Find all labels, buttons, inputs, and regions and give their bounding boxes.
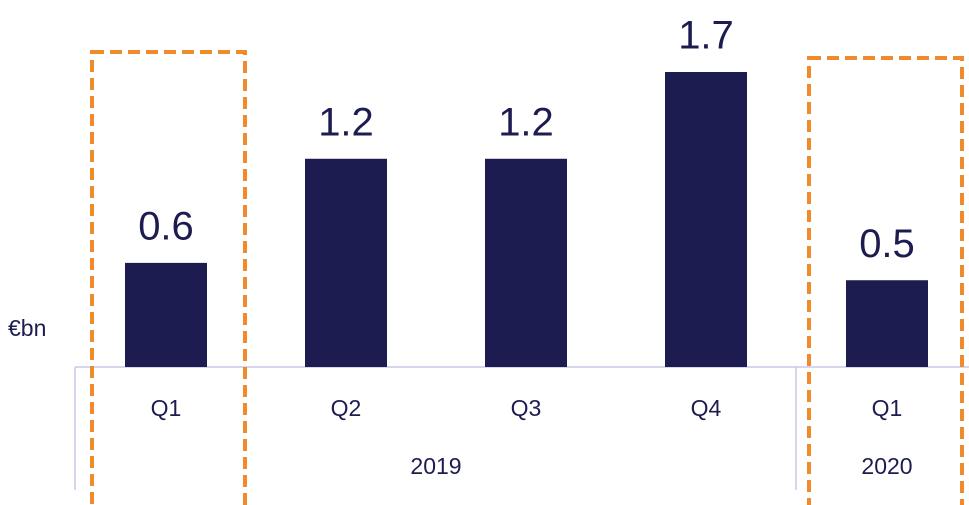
group-label: 2020 — [861, 453, 912, 479]
x-tick-label: Q3 — [511, 395, 542, 421]
y-axis-label: €bn — [8, 315, 46, 341]
bar — [665, 72, 747, 367]
data-label: 1.2 — [318, 100, 374, 144]
x-tick-label: Q1 — [872, 395, 903, 421]
bar — [125, 262, 207, 367]
bar — [846, 280, 928, 367]
x-tick-label: Q4 — [691, 395, 722, 421]
bar — [305, 158, 387, 367]
data-label: 1.2 — [498, 100, 554, 144]
x-tick-label: Q1 — [151, 395, 182, 421]
x-tick-label: Q2 — [331, 395, 362, 421]
highlight-box — [807, 56, 964, 505]
bar — [485, 158, 567, 367]
data-label: 0.6 — [138, 204, 194, 248]
data-label: 1.7 — [678, 14, 734, 58]
data-label: 0.5 — [859, 222, 915, 266]
highlight-box — [90, 50, 247, 505]
group-label: 2019 — [410, 453, 461, 479]
